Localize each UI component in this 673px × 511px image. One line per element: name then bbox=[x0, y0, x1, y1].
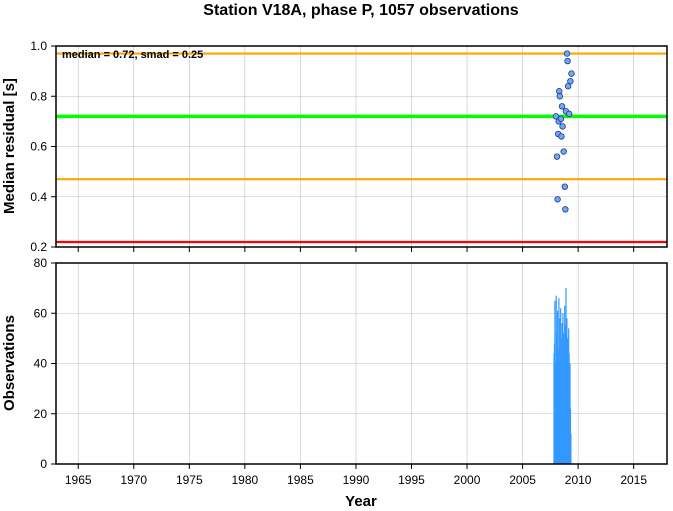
x-tick-label: 1990 bbox=[343, 473, 370, 487]
residual-point bbox=[559, 123, 566, 130]
x-tick-label: 1965 bbox=[65, 473, 92, 487]
observation-bar bbox=[570, 433, 572, 464]
residual-y-tick-label: 0.4 bbox=[30, 190, 47, 204]
x-tick-label: 1985 bbox=[287, 473, 314, 487]
observations-y-ticks: 0 20 40 60 80 bbox=[34, 256, 56, 471]
residual-y-axis-label: Median residual [s] bbox=[1, 78, 18, 214]
observations-y-tick-label: 80 bbox=[34, 256, 48, 270]
residual-point bbox=[566, 110, 573, 118]
observations-bars bbox=[553, 288, 572, 464]
x-tick-label: 1975 bbox=[176, 473, 203, 487]
residual-annotation: median = 0.72, smad = 0.25 bbox=[62, 49, 203, 61]
x-tick-label: 2005 bbox=[509, 473, 536, 487]
observations-y-tick-label: 0 bbox=[40, 457, 47, 471]
observations-y-axis-label: Observations bbox=[1, 315, 18, 411]
observations-x-ticks: 1965 1970 1975 1980 1985 1990 1995 2000 2005 2010… bbox=[65, 464, 647, 487]
residual-points bbox=[552, 50, 575, 213]
residual-point bbox=[567, 77, 574, 85]
residual-point bbox=[553, 153, 561, 160]
residual-point bbox=[564, 57, 571, 65]
residual-y-tick-label: 1.0 bbox=[30, 39, 47, 53]
x-tick-label: 1970 bbox=[120, 473, 147, 487]
observations-panel: 0 20 40 60 80 1965 1970 1975 1980 1985 1990 1995 20… bbox=[1, 256, 668, 510]
observations-grid bbox=[56, 262, 667, 465]
observations-y-tick-label: 60 bbox=[34, 306, 48, 320]
observations-y-tick-label: 20 bbox=[34, 407, 48, 421]
residual-point bbox=[552, 113, 560, 120]
residual-point bbox=[558, 103, 566, 110]
residual-point bbox=[562, 206, 569, 213]
x-tick-label: 2015 bbox=[620, 473, 647, 487]
residual-grid bbox=[56, 45, 667, 248]
residual-y-tick-label: 0.6 bbox=[30, 140, 47, 154]
residual-point bbox=[558, 133, 565, 140]
residual-y-tick-label: 0.2 bbox=[30, 240, 47, 254]
x-tick-label: 2000 bbox=[454, 473, 481, 487]
residual-point bbox=[568, 70, 575, 77]
residual-point bbox=[563, 50, 571, 57]
x-tick-label: 1995 bbox=[398, 473, 425, 487]
residual-point bbox=[561, 183, 568, 190]
residual-y-ticks: 0.2 0.4 0.6 0.8 1.0 bbox=[30, 39, 56, 254]
x-tick-label: 1980 bbox=[232, 473, 259, 487]
residual-panel: 0.2 0.4 0.6 0.8 1.0 median = 0.72, smad = 0.… bbox=[1, 39, 668, 254]
residual-x-ticks bbox=[77, 247, 635, 252]
chart-title: Station V18A, phase P, 1057 observations bbox=[203, 2, 518, 19]
residual-point bbox=[556, 93, 563, 100]
residual-y-tick-label: 0.8 bbox=[30, 89, 47, 103]
observations-y-tick-label: 40 bbox=[34, 357, 48, 371]
residual-point bbox=[560, 148, 567, 155]
residual-reference-lines bbox=[56, 52, 667, 244]
x-axis-label: Year bbox=[345, 493, 377, 510]
observation-bar bbox=[555, 295, 557, 464]
residual-point bbox=[557, 115, 565, 123]
residual-point bbox=[554, 196, 561, 203]
x-tick-label: 2010 bbox=[565, 473, 592, 487]
